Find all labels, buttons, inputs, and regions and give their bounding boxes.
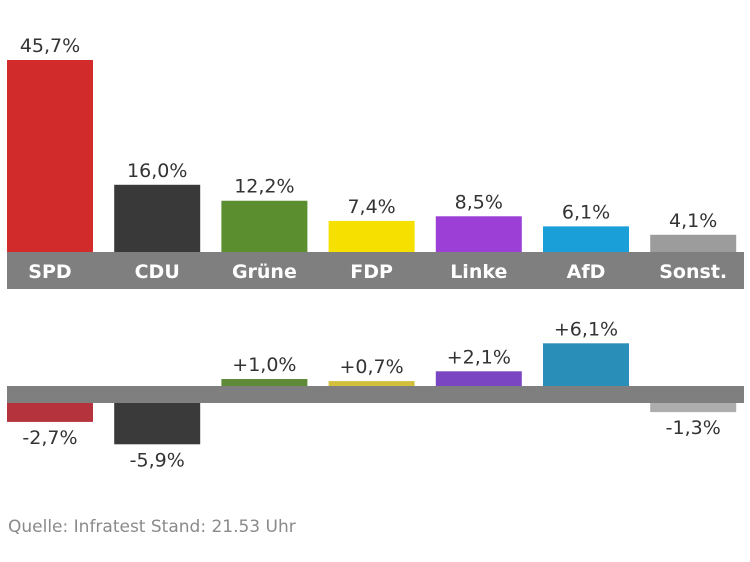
category-label-spd: SPD [28,261,71,283]
change-value-spd: -2,7% [22,427,77,449]
result-value-linke: 8,5% [455,191,503,213]
change-value-cdu: -5,9% [130,449,185,471]
category-label-sonst: Sonst. [659,261,727,283]
change-bar-cdu [114,403,201,445]
result-value-fdp: 7,4% [347,196,395,218]
result-bar-spd [7,60,93,252]
change-bar-spd [7,403,93,422]
category-label-grüne: Grüne [232,261,297,283]
change-chart: -2,7% -5,9% +1,0% +0,7% +2,1% +6,1% -1,3% [7,318,744,471]
change-bar-afd [543,343,629,386]
result-bar-sonst [650,234,737,252]
result-value-afd: 6,1% [562,201,610,223]
result-bar-fdp [328,220,415,252]
category-label-fdp: FDP [350,261,393,283]
results-chart: 45,7% SPD 16,0% CDU 12,2% Grüne 7,4% FDP 8,5% Lin… [7,35,744,289]
category-label-cdu: CDU [135,261,180,283]
change-bar-sonst [650,403,737,413]
result-value-sonst: 4,1% [669,210,717,232]
result-bar-cdu [114,184,201,252]
change-value-grüne: +1,0% [232,354,296,376]
source-note: Quelle: Infratest Stand: 21.53 Uhr [8,517,296,537]
change-bar-linke [435,371,522,386]
change-value-sonst: -1,3% [666,417,721,439]
results-axis-band [7,252,744,289]
result-value-spd: 45,7% [20,35,80,57]
result-bar-grüne [221,200,308,252]
change-value-fdp: +0,7% [339,356,403,378]
category-label-linke: Linke [450,261,507,283]
result-value-cdu: 16,0% [127,160,187,182]
change-axis-band [7,386,744,403]
result-value-grüne: 12,2% [234,176,294,198]
change-bar-grüne [221,379,308,386]
change-value-linke: +2,1% [447,346,511,368]
result-bar-afd [543,226,629,252]
category-label-afd: AfD [567,261,606,283]
change-bar-fdp [328,381,415,386]
result-bar-linke [435,216,522,252]
change-value-afd: +6,1% [554,318,618,340]
